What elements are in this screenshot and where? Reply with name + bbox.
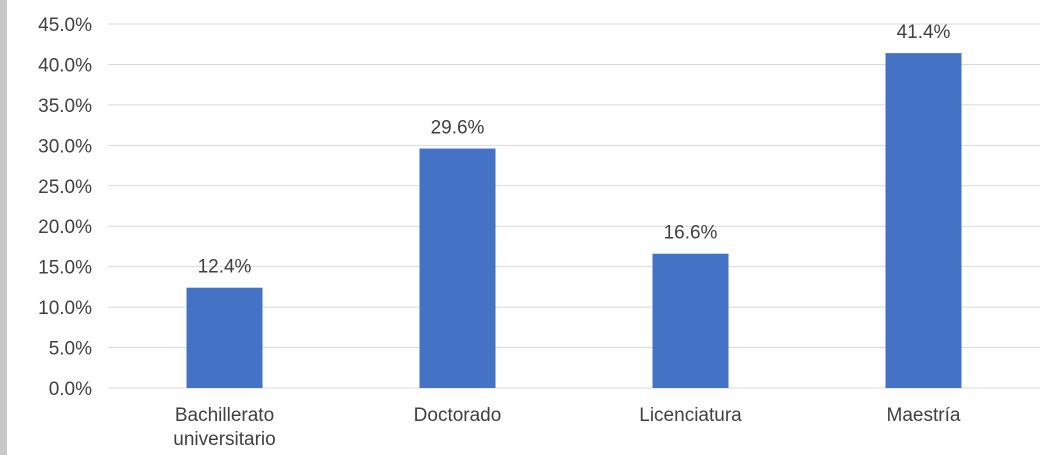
y-tick-label: 30.0% <box>38 136 92 157</box>
y-tick-label: 0.0% <box>49 379 92 400</box>
y-tick-label: 35.0% <box>38 96 92 117</box>
category-label: Licenciatura <box>639 405 742 426</box>
left-border-strip <box>0 0 7 455</box>
y-tick-label: 20.0% <box>38 217 92 238</box>
data-labels: 12.4% 29.6% 16.6% 41.4% <box>198 22 951 278</box>
y-tick-label: 45.0% <box>38 15 92 36</box>
bar-value-label: 41.4% <box>897 22 951 43</box>
y-tick-label: 40.0% <box>38 55 92 76</box>
category-label: Bachillerato <box>175 405 274 426</box>
y-tick-label: 10.0% <box>38 298 92 319</box>
gridlines <box>108 23 1040 389</box>
category-label: Maestría <box>887 405 961 426</box>
bar-value-label: 12.4% <box>198 257 252 278</box>
bar <box>885 53 962 389</box>
y-tick-label: 25.0% <box>38 177 92 198</box>
bar-value-label: 16.6% <box>664 223 718 244</box>
category-label: Doctorado <box>414 405 502 426</box>
x-axis-category-labels: Bachillerato universitario Doctorado Licenc… <box>173 405 961 450</box>
y-tick-label: 15.0% <box>38 258 92 279</box>
y-tick-label: 5.0% <box>49 339 92 360</box>
bar-value-label: 29.6% <box>431 118 485 139</box>
y-axis-tick-labels: 0.0% 5.0% 10.0% 15.0% 20.0% 25.0% 30.0% 35.0% 40… <box>38 15 92 400</box>
category-label: universitario <box>173 429 275 450</box>
bar <box>186 287 263 388</box>
bars <box>186 53 962 389</box>
bar <box>419 148 496 388</box>
bar <box>652 253 729 388</box>
